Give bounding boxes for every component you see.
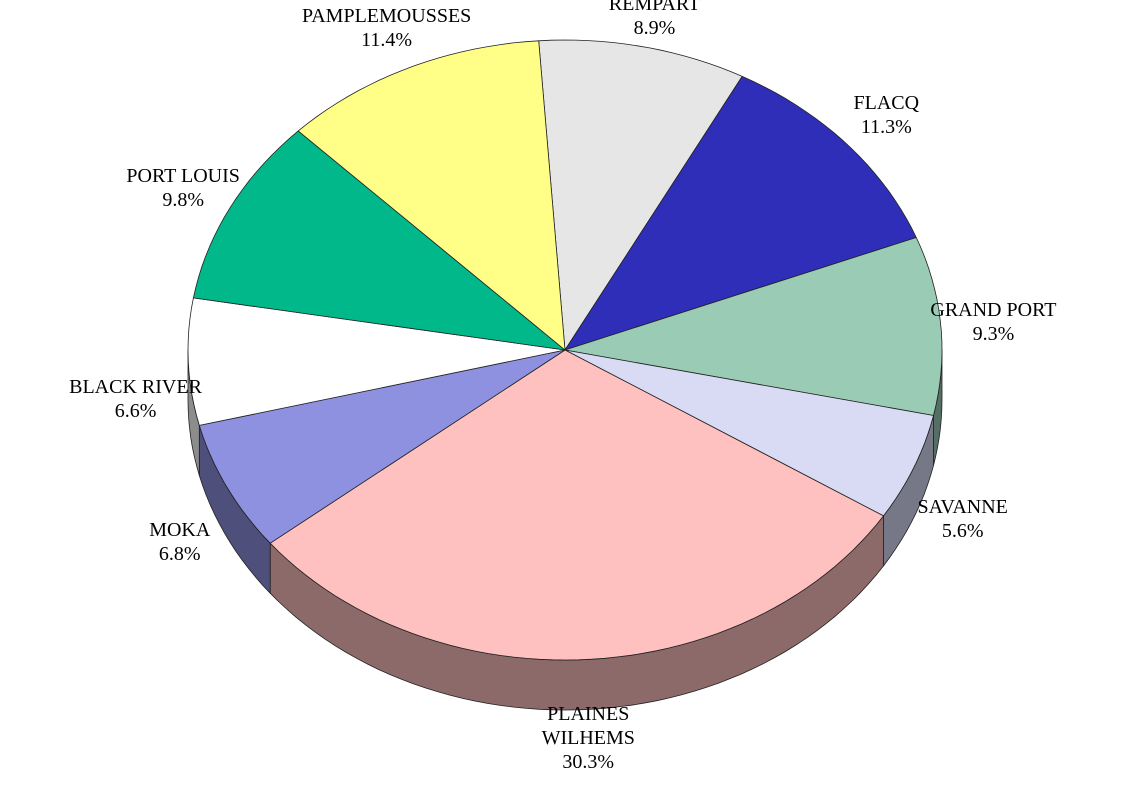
- slice-label: PAMPLEMOUSSES 11.4%: [302, 4, 472, 52]
- slice-label: PORT LOUIS 9.8%: [98, 164, 268, 212]
- slice: [269, 349, 884, 661]
- category-label: SAVANNE: [917, 495, 1008, 518]
- slice: [297, 40, 566, 351]
- slice-label: PLAINES WILHEMS 30.3%: [503, 702, 673, 774]
- category-label: PLAINES WILHEMS: [541, 702, 635, 749]
- value-label: 6.6%: [114, 399, 157, 422]
- category-label: FLACQ: [853, 92, 920, 115]
- slice: [193, 130, 566, 351]
- slice: [564, 237, 943, 416]
- category-label: PORT LOUIS: [126, 164, 240, 187]
- slice: [564, 76, 917, 351]
- slice: [187, 297, 566, 426]
- slice-label: SAVANNE 5.6%: [878, 495, 1048, 543]
- slice: [198, 349, 566, 544]
- category-label: BLACK RIVER: [69, 375, 202, 398]
- category-label: MOKA: [149, 518, 211, 541]
- slice: [538, 39, 743, 351]
- value-label: 9.3%: [972, 323, 1015, 346]
- slice-label: MOKA 6.8%: [95, 518, 265, 566]
- value-label: 30.3%: [562, 750, 615, 773]
- category-label: PAMPLEMOUSSES: [301, 5, 472, 28]
- value-label: 11.4%: [361, 29, 413, 52]
- value-label: 9.8%: [162, 188, 204, 211]
- category-label: GRAND PORT: [930, 299, 1057, 322]
- slice-label: FLACQ 11.3%: [801, 91, 971, 139]
- pie-top: [187, 39, 943, 661]
- slice: [564, 349, 934, 517]
- slice-label: BLACK RIVER 6.6%: [51, 375, 221, 423]
- value-label: 11.3%: [860, 116, 912, 139]
- value-label: 6.8%: [158, 542, 201, 565]
- category-label: RIVIERE DU REMPART: [608, 0, 701, 16]
- value-label: 8.9%: [633, 17, 676, 40]
- slice-label: GRAND PORT 9.3%: [908, 298, 1078, 346]
- value-label: 5.6%: [941, 519, 984, 542]
